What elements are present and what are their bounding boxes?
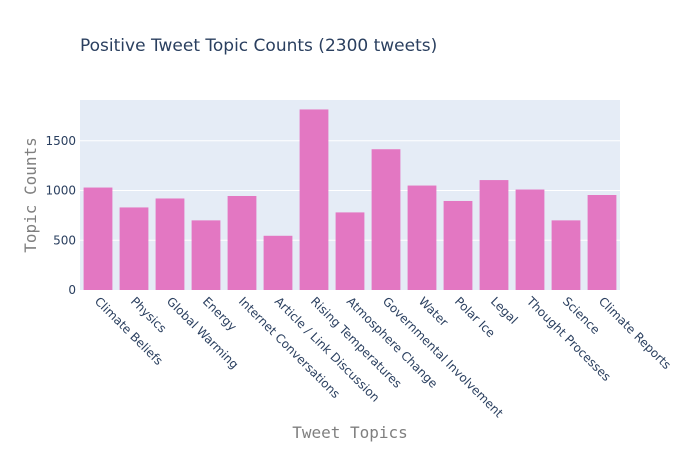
y-axis-ticks: 0 500 1000 1500 xyxy=(45,134,76,297)
bar-8[interactable] xyxy=(371,149,401,290)
bar-12[interactable] xyxy=(515,189,545,290)
chart-title: Positive Tweet Topic Counts (2300 tweets… xyxy=(80,36,437,56)
bars xyxy=(83,109,617,291)
bar-0[interactable] xyxy=(83,187,113,290)
x-tick-label: Legal xyxy=(488,294,521,327)
bar-10[interactable] xyxy=(443,200,473,290)
y-tick-label: 0 xyxy=(68,283,76,297)
x-axis-label: Tweet Topics xyxy=(292,423,408,442)
bar-7[interactable] xyxy=(335,212,365,290)
y-tick-label: 500 xyxy=(53,233,76,247)
bar-2[interactable] xyxy=(155,198,185,290)
bar-11[interactable] xyxy=(479,180,509,290)
x-tick-label: Climate Reports xyxy=(596,294,674,372)
x-tick-label: Climate Beliefs xyxy=(92,294,166,368)
bar-1[interactable] xyxy=(119,207,149,290)
y-tick-label: 1500 xyxy=(45,134,76,148)
bar-9[interactable] xyxy=(407,185,437,290)
x-tick-label: Water xyxy=(416,294,451,329)
y-axis-label: Topic Counts xyxy=(21,137,40,253)
bar-6[interactable] xyxy=(299,109,329,291)
bar-4[interactable] xyxy=(227,195,257,290)
bar-3[interactable] xyxy=(191,220,221,290)
bar-5[interactable] xyxy=(263,235,293,290)
bar-13[interactable] xyxy=(551,220,581,290)
bar-14[interactable] xyxy=(587,195,617,290)
y-tick-label: 1000 xyxy=(45,184,76,198)
